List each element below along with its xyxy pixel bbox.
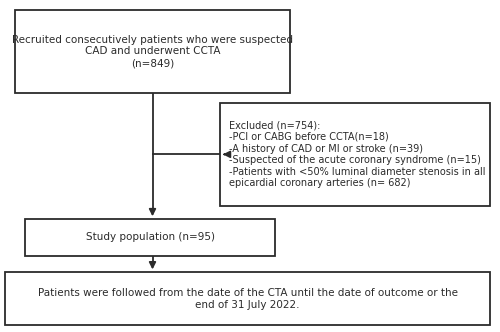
Text: Excluded (n=754):
-PCI or CABG before CCTA(n=18)
-A history of CAD or MI or stro: Excluded (n=754): -PCI or CABG before CC…: [229, 121, 485, 188]
FancyBboxPatch shape: [5, 272, 490, 325]
FancyBboxPatch shape: [15, 10, 290, 93]
Text: Recruited consecutively patients who were suspected
CAD and underwent CCTA
(n=84: Recruited consecutively patients who wer…: [12, 35, 293, 68]
Text: Study population (n=95): Study population (n=95): [86, 232, 214, 242]
FancyBboxPatch shape: [220, 103, 490, 206]
FancyBboxPatch shape: [25, 219, 275, 256]
Text: Patients were followed from the date of the CTA until the date of outcome or the: Patients were followed from the date of …: [38, 288, 458, 310]
